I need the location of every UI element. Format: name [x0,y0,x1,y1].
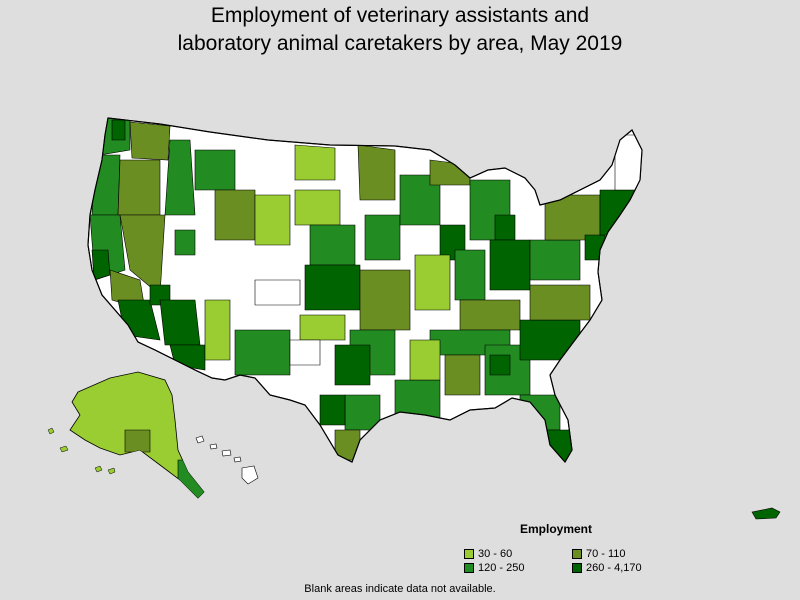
area-nyc [584,234,606,261]
area-utah [174,229,196,256]
hawaii [195,435,259,485]
area-kentucky [459,299,521,331]
area-new-mexico-a [204,299,231,361]
legend-item-70-110: 70 - 110 [572,548,626,560]
legend-item-260-4170: 260 - 4,170 [572,562,642,574]
area-idaho [164,139,196,216]
area-wyoming [214,189,256,241]
legend-label: 30 - 60 [478,548,513,560]
area-wyoming-e [254,194,291,246]
area-arizona-phoenix [159,299,201,346]
area-atlanta [489,354,511,376]
area-missouri [359,269,411,331]
legend-label: 260 - 4,170 [586,562,642,574]
area-eastern-wa [129,121,171,161]
area-ohio [489,239,531,291]
area-nd [294,144,336,181]
footnote: Blank areas indicate data not available. [304,583,496,595]
area-pennsylvania [529,239,581,281]
area-mississippi [409,339,441,381]
title-line-2: laboratory animal caretakers by area, Ma… [177,32,623,55]
area-florida-n [519,394,561,431]
area-nebraska [309,224,356,266]
us-outline [87,117,643,464]
map-title: Employment of veterinary assistants and … [0,2,800,58]
legend-item-30-60: 30 - 60 [464,548,512,560]
area-w-montana [194,149,236,191]
legend-swatch [464,549,474,559]
area-minnesota [357,144,396,201]
legend: Employment 30 - 60 70 - 110 120 - 250 26… [462,520,712,580]
puerto-rico [751,507,781,520]
legend-label: 70 - 110 [586,548,626,560]
area-illinois [414,254,451,311]
title-line-1: Employment of veterinary assistants and [210,4,590,27]
area-new-mexico-b [234,329,291,376]
contiguous-us [87,117,643,464]
legend-swatch [464,563,474,573]
aleutian-islands [47,427,116,475]
area-oregon-central [117,159,161,216]
area-carolinas [519,319,581,361]
area-oklahoma [299,314,346,341]
area-anchorage [124,429,151,453]
area-maine [614,134,642,191]
area-alabama [444,354,481,396]
area-indiana [454,249,486,301]
area-detroit [494,214,516,241]
area-sf-bay [91,249,111,281]
alaska [47,371,205,499]
area-kansas [304,264,361,311]
area-se-alaska [177,459,204,498]
legend-swatch [572,549,582,559]
area-texas-panhandle [289,339,321,366]
legend-swatch [572,563,582,573]
area-colorado [254,279,301,306]
legend-label: 120 - 250 [478,562,525,574]
area-iowa [364,214,401,261]
legend-item-120-250: 120 - 250 [464,562,524,574]
area-virginia [529,284,591,321]
area-seattle [111,119,126,141]
area-sd [294,189,341,226]
legend-title: Employment [520,522,593,536]
area-austin [319,394,346,426]
area-dallas [334,344,371,386]
area-new-england [599,189,641,236]
